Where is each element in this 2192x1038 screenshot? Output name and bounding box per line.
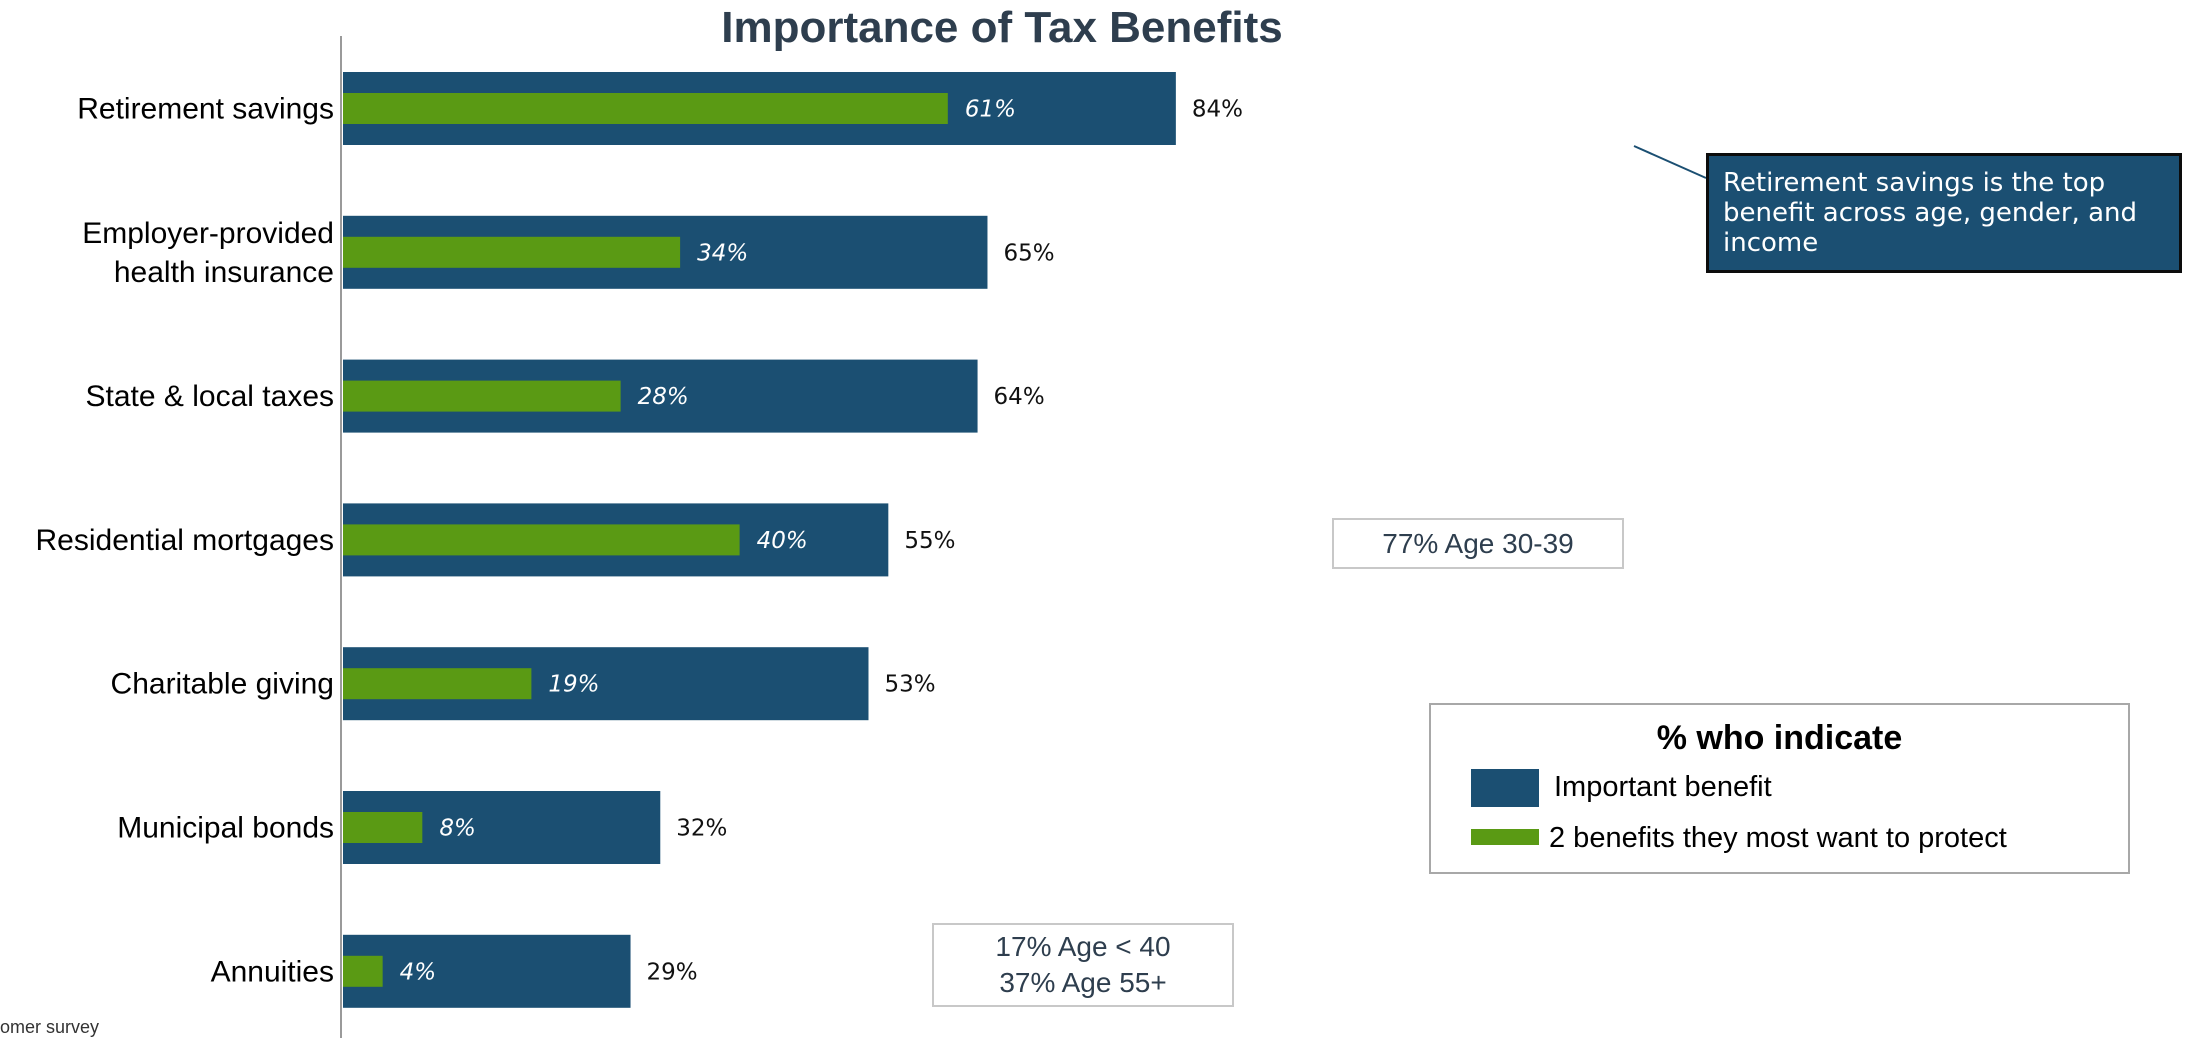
category-label: Residential mortgages [36, 524, 335, 557]
category-label: Retirement savings [77, 93, 334, 126]
data-label-protect: 61% [965, 97, 1016, 123]
category-label: Municipal bonds [117, 812, 334, 845]
legend-label-protect: 2 benefits they most want to protect [1549, 822, 2007, 854]
annotation-annuities: 17% Age < 40 37% Age 55+ [932, 923, 1234, 1007]
callout-box: Retirement savings is the top benefit ac… [1706, 153, 2182, 273]
chart-title: Importance of Tax Benefits [721, 3, 1283, 52]
data-label-protect: 34% [697, 240, 748, 266]
legend-swatch-important [1471, 769, 1539, 807]
category-label: State & local taxes [86, 380, 334, 413]
data-label-protect: 8% [439, 816, 476, 842]
bar-important [343, 934, 631, 1008]
data-label-protect: 4% [400, 959, 437, 985]
legend-title: % who indicate [1656, 719, 1903, 757]
category-label: Charitable giving [111, 668, 334, 701]
bar-protect [343, 955, 383, 987]
callout-leader [1633, 145, 1707, 179]
category-label: health insurance [114, 256, 334, 289]
category-label: Annuities [211, 955, 334, 988]
legend-label-important: Important benefit [1554, 771, 1772, 803]
annotation-mortgages: 77% Age 30-39 [1332, 518, 1624, 569]
annotation-annuities-line: 17% Age < 40 [995, 931, 1171, 962]
legend: % who indicate Important benefit 2 benef… [1429, 703, 2130, 874]
bar-protect [343, 236, 681, 268]
data-label-protect: 28% [638, 384, 689, 410]
data-label-protect: 19% [548, 672, 599, 698]
data-label-protect: 40% [757, 528, 808, 554]
source-footnote: omer survey [0, 1017, 100, 1037]
bar-protect [343, 93, 948, 124]
data-label-important: 29% [647, 959, 698, 985]
data-label-important: 64% [994, 384, 1045, 410]
bar-protect [343, 524, 740, 556]
bar-protect [343, 812, 423, 843]
legend-swatch-protect [1471, 829, 1539, 845]
bar-protect [343, 380, 621, 412]
data-label-important: 53% [884, 672, 935, 698]
bar-protect [343, 668, 532, 700]
data-label-important: 84% [1192, 97, 1243, 123]
data-label-important: 65% [1003, 240, 1054, 266]
category-label: Employer-provided [82, 217, 334, 250]
data-label-important: 32% [676, 816, 727, 842]
data-label-important: 55% [904, 528, 955, 554]
annotation-annuities-line: 37% Age 55+ [999, 967, 1167, 998]
